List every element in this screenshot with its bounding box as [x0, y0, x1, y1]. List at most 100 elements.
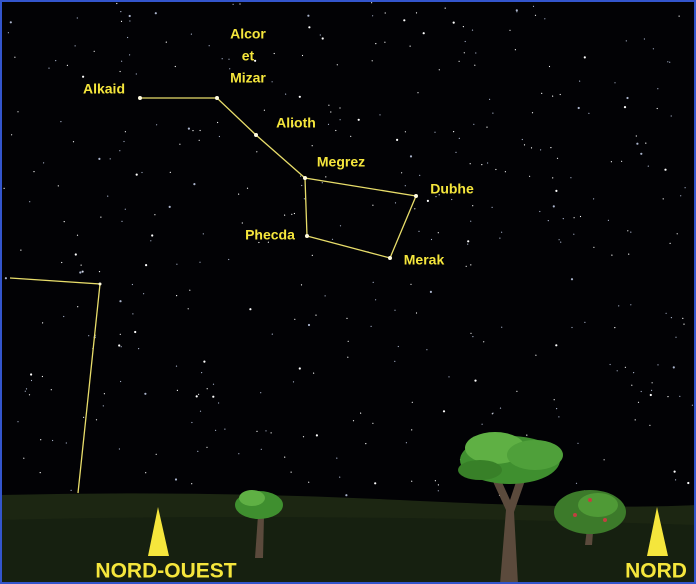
- background-star: [293, 381, 294, 382]
- background-star: [372, 205, 373, 206]
- background-star: [557, 158, 558, 159]
- background-star: [453, 131, 454, 132]
- background-star: [640, 153, 642, 155]
- background-star: [472, 336, 473, 337]
- background-star: [563, 218, 564, 219]
- background-star: [339, 477, 340, 478]
- background-star: [410, 284, 411, 285]
- background-star: [675, 337, 676, 338]
- background-star: [653, 48, 654, 49]
- background-star: [107, 196, 108, 197]
- background-star: [692, 405, 693, 406]
- star-label: Dubhe: [430, 181, 474, 197]
- background-star: [411, 429, 412, 430]
- background-star: [175, 66, 176, 67]
- background-star: [328, 124, 329, 125]
- background-star: [455, 152, 456, 153]
- background-star: [308, 482, 309, 483]
- star-label: Mizar: [230, 70, 266, 86]
- background-star: [474, 380, 476, 382]
- background-star: [30, 373, 32, 375]
- background-star: [198, 394, 199, 395]
- background-star: [373, 282, 374, 283]
- background-star: [308, 324, 310, 326]
- background-star: [445, 8, 446, 9]
- background-star: [120, 381, 121, 382]
- background-star: [291, 472, 292, 473]
- background-star: [385, 12, 386, 13]
- background-star: [189, 290, 190, 291]
- background-star: [584, 322, 585, 323]
- background-star: [43, 162, 44, 163]
- background-star: [426, 349, 427, 350]
- background-star: [156, 124, 157, 125]
- background-star: [610, 364, 611, 365]
- background-star: [403, 19, 405, 21]
- background-star: [438, 490, 439, 491]
- background-star: [51, 389, 52, 390]
- background-star: [544, 18, 545, 19]
- background-star: [350, 136, 351, 137]
- background-star: [308, 26, 310, 28]
- background-star: [685, 187, 686, 188]
- background-star: [322, 182, 323, 183]
- background-star: [372, 60, 373, 61]
- background-star: [301, 185, 302, 186]
- background-star: [638, 402, 639, 403]
- star-label: Merak: [404, 252, 445, 268]
- background-star: [272, 334, 273, 335]
- background-star: [134, 331, 136, 333]
- background-star: [26, 388, 27, 389]
- background-star: [540, 149, 541, 150]
- background-star: [206, 447, 207, 448]
- background-star: [635, 419, 636, 420]
- background-star: [304, 198, 305, 199]
- background-star: [418, 231, 419, 232]
- background-star: [410, 46, 411, 47]
- background-star: [83, 417, 84, 418]
- background-star: [673, 366, 675, 368]
- background-star: [501, 327, 502, 328]
- background-star: [169, 206, 171, 208]
- background-star: [336, 458, 337, 459]
- background-star: [119, 448, 120, 449]
- background-star: [272, 81, 273, 82]
- background-star: [339, 107, 340, 108]
- background-star: [398, 346, 399, 347]
- background-star: [650, 394, 652, 396]
- background-star: [23, 458, 24, 459]
- background-star: [687, 482, 689, 484]
- background-star: [489, 99, 490, 100]
- background-star: [633, 372, 634, 373]
- background-star: [608, 220, 609, 221]
- background-star: [199, 140, 200, 141]
- background-star: [464, 52, 465, 53]
- background-star: [100, 217, 101, 218]
- background-star: [487, 162, 488, 163]
- background-star: [682, 318, 683, 319]
- background-star: [670, 243, 671, 244]
- background-star: [533, 6, 534, 7]
- background-star: [312, 145, 313, 146]
- background-star: [179, 144, 180, 145]
- background-star: [371, 326, 372, 327]
- background-star: [372, 423, 373, 424]
- background-star: [481, 164, 482, 165]
- background-star: [104, 393, 105, 394]
- background-star: [125, 209, 126, 210]
- background-star: [291, 214, 292, 215]
- background-star: [552, 177, 553, 178]
- background-star: [683, 324, 684, 325]
- background-star: [657, 364, 658, 365]
- background-star: [663, 198, 664, 199]
- background-star: [150, 240, 151, 241]
- background-star: [103, 405, 104, 406]
- background-star: [541, 93, 542, 94]
- background-star: [406, 442, 407, 443]
- background-star: [192, 130, 193, 131]
- background-star: [626, 97, 628, 99]
- background-star: [401, 172, 402, 173]
- background-star: [175, 478, 177, 480]
- background-star: [353, 420, 354, 421]
- background-star: [337, 64, 338, 65]
